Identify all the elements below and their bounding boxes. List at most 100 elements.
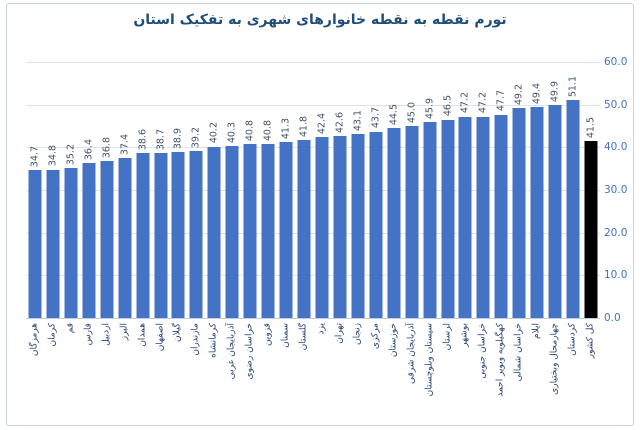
x-axis-label: کل کشور xyxy=(585,323,596,359)
bar-value-label: 44.5 xyxy=(387,103,399,126)
bar-slot: 42.6 xyxy=(331,62,349,318)
bar-value-label: 42.4 xyxy=(316,112,328,135)
y-tick-label: 0.0 xyxy=(604,312,621,324)
x-axis-label: فارس xyxy=(83,323,94,346)
bar-slot: 44.5 xyxy=(385,62,403,318)
bar-slot: 41.3 xyxy=(277,62,295,318)
x-axis-label: اردبیل xyxy=(101,323,112,346)
bar-slot: 46.5 xyxy=(439,62,457,318)
bar-slot: 43.7 xyxy=(367,62,385,318)
bar xyxy=(82,162,96,318)
x-label-slot: کرمان xyxy=(44,321,62,425)
bar-value-label: 47.2 xyxy=(477,92,489,114)
bars-container: 34.7 34.8 35.2 36.4 36.8 37.4 38.6 38.7 38.9 39.2… xyxy=(26,62,600,318)
gridline xyxy=(26,232,600,234)
bar-slot: 38.7 xyxy=(152,62,170,318)
x-axis-label: بوشهر xyxy=(459,323,470,347)
bar-value-label: 36.4 xyxy=(83,138,95,160)
bar-slot: 34.8 xyxy=(44,62,62,318)
x-label-slot: آذربایجان شرقی xyxy=(403,321,421,425)
bar-slot: 43.1 xyxy=(349,62,367,318)
bar xyxy=(548,105,562,318)
bar xyxy=(118,158,132,318)
bar xyxy=(225,146,239,318)
bar xyxy=(64,167,78,318)
bar-slot: 34.7 xyxy=(26,62,44,318)
y-tick-label: 60.0 xyxy=(604,56,628,68)
bar xyxy=(530,107,544,318)
bar-slot: 39.2 xyxy=(187,62,205,318)
bar-value-label: 46.5 xyxy=(441,95,453,117)
bar xyxy=(207,146,221,318)
bar-value-label: 49.9 xyxy=(549,80,561,103)
x-label-slot: همدان xyxy=(134,321,152,425)
x-axis-label: یزد xyxy=(316,323,327,335)
x-label-slot: آذربایجان غربی xyxy=(223,321,241,425)
x-label-slot: گلستان xyxy=(295,321,313,425)
y-tick-label: 10.0 xyxy=(604,269,628,282)
y-axis: 60.0 50.0 40.0 30.0 20.0 10.0 0.0 xyxy=(604,56,638,324)
gridline xyxy=(26,190,600,191)
bar-slot: 47.2 xyxy=(474,62,492,318)
bar-value-label: 38.9 xyxy=(172,127,184,149)
bar xyxy=(28,169,42,318)
bar-slot: 41.8 xyxy=(295,62,313,318)
x-label-slot: کل کشور xyxy=(582,321,600,425)
bar-value-label: 40.2 xyxy=(208,122,220,144)
bar-value-label: 47.7 xyxy=(495,90,507,112)
x-axis-label: سیستان وبلوچستان xyxy=(424,323,435,397)
y-tick-label: 20.0 xyxy=(604,226,628,239)
bar-slot: 36.8 xyxy=(98,62,116,318)
x-axis-label: خوزستان xyxy=(388,323,399,358)
x-label-slot: یزد xyxy=(313,321,331,425)
bar-value-label: 51.1 xyxy=(567,75,579,97)
x-label-slot: اردبیل xyxy=(98,321,116,425)
bar xyxy=(279,141,293,318)
x-label-slot: البرز xyxy=(116,321,134,425)
bar-slot: 40.2 xyxy=(205,62,223,318)
bar-value-label: 34.7 xyxy=(29,145,41,167)
bar-value-label: 40.3 xyxy=(226,121,238,144)
bar-value-label: 43.1 xyxy=(352,109,364,132)
bar-slot: 38.6 xyxy=(134,62,152,318)
x-axis-label: البرز xyxy=(119,323,130,341)
bar-slot: 42.4 xyxy=(313,62,331,318)
bar xyxy=(405,126,419,318)
bar xyxy=(297,139,311,318)
bar xyxy=(584,140,598,318)
x-label-slot: خراسان رضوی xyxy=(241,321,259,425)
y-tick-label: 30.0 xyxy=(604,184,628,196)
x-axis-label: خراسان جنوبی xyxy=(477,323,488,379)
x-axis-label: لرستان xyxy=(442,323,453,351)
bar xyxy=(369,131,383,318)
bar-value-label: 49.4 xyxy=(531,83,543,105)
x-label-slot: اصفهان xyxy=(152,321,170,425)
x-axis-label: قم xyxy=(65,323,76,334)
bar-value-label: 40.8 xyxy=(262,119,274,141)
bar xyxy=(476,116,490,318)
x-axis-label: زنجان xyxy=(352,323,363,346)
bar-slot: 40.8 xyxy=(259,62,277,318)
bar-value-label: 38.6 xyxy=(136,129,148,151)
x-axis-label: قزوین xyxy=(262,323,273,346)
x-label-slot: مرکزی xyxy=(367,321,385,425)
bar-value-label: 40.8 xyxy=(244,119,256,141)
bar-value-label: 43.7 xyxy=(370,107,382,129)
x-axis-label: مازندران xyxy=(190,323,201,356)
bar-value-label: 45.9 xyxy=(423,98,435,120)
bar xyxy=(154,152,168,318)
bar-slot: 41.5 xyxy=(582,62,600,318)
x-label-slot: بوشهر xyxy=(457,321,475,425)
bar-slot: 51.1 xyxy=(564,62,582,318)
y-tick-label: 50.0 xyxy=(604,98,628,111)
bar-value-label: 45.0 xyxy=(405,101,417,123)
x-axis-label: چهارمحال وبختیاری xyxy=(549,323,560,395)
x-label-slot: ایلام xyxy=(528,321,546,425)
bar-slot: 38.9 xyxy=(170,62,188,318)
bar-value-label: 35.2 xyxy=(65,143,77,165)
bar xyxy=(441,119,455,318)
bar xyxy=(351,134,365,318)
x-axis-label: همدان xyxy=(137,323,148,347)
x-label-slot: کهگیلویه وبویر احمد xyxy=(492,321,510,425)
bar-value-label: 37.4 xyxy=(118,134,130,156)
